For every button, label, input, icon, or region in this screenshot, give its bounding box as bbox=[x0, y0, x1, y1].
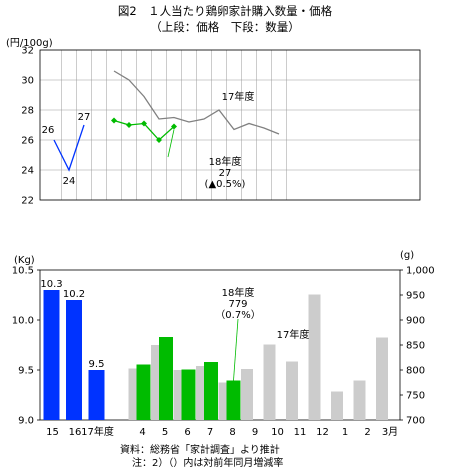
price-18-point bbox=[171, 123, 177, 130]
volume-x-tick-label: 12 bbox=[316, 427, 329, 438]
volume-right-tick-label: 1,000 bbox=[406, 266, 435, 277]
volume-x-tick-label: 1 bbox=[342, 427, 348, 438]
volume-17-bar bbox=[308, 294, 321, 420]
price-annual-value-label: 24 bbox=[63, 176, 76, 187]
volume-17-bar bbox=[376, 337, 388, 420]
volume-x-tick-label: 3月 bbox=[382, 426, 398, 438]
price-y-tick-label: 22 bbox=[21, 196, 34, 207]
volume-left-tick-label: 10.0 bbox=[12, 316, 34, 327]
volume-18-bar bbox=[181, 369, 196, 420]
volume-17-bar bbox=[286, 361, 298, 420]
price-y-tick-label: 26 bbox=[21, 136, 34, 147]
price-18-annotation: 18年度 bbox=[209, 155, 242, 168]
price-18-point bbox=[126, 122, 132, 128]
price-y-tick-label: 30 bbox=[21, 76, 34, 87]
volume-18-bar bbox=[226, 380, 241, 420]
volume-x-tick-label: 11 bbox=[294, 427, 307, 438]
volume-right-unit-label: (g) bbox=[400, 250, 414, 261]
volume-x-tick-label: 6 bbox=[184, 427, 190, 438]
volume-chart: 9.0 9.5 10.0 10.5 700 750 800 850 900 950 1,000 10.… bbox=[12, 266, 435, 439]
volume-x-tick-label: 16 bbox=[69, 427, 82, 438]
volume-x-tick-label: 9 bbox=[252, 427, 258, 438]
price-y-tick-label: 32 bbox=[21, 46, 34, 57]
volume-18-leader-line bbox=[233, 318, 239, 381]
volume-left-tick-label: 9.0 bbox=[18, 416, 34, 427]
volume-x-tick-label: 2 bbox=[364, 427, 370, 438]
volume-left-unit-label: (Kg) bbox=[14, 255, 35, 266]
price-18-point bbox=[111, 117, 117, 124]
volume-18-bar bbox=[136, 364, 151, 420]
price-18-annotation: (▲0.5%) bbox=[205, 179, 246, 190]
volume-17-bar bbox=[331, 391, 343, 420]
volume-17-bar bbox=[353, 380, 366, 420]
volume-x-tick-label: 7 bbox=[207, 427, 213, 438]
price-18-point bbox=[156, 137, 162, 143]
price-annual-line bbox=[53, 124, 85, 172]
volume-right-tick-label: 700 bbox=[406, 416, 425, 427]
chart-title-line2: （上段：価格 下段：数量） bbox=[150, 20, 300, 34]
volume-left-tick-label: 9.5 bbox=[18, 366, 34, 377]
volume-annual-bar bbox=[88, 370, 105, 420]
price-17-label: 17年度 bbox=[222, 90, 255, 103]
volume-right-tick-label: 800 bbox=[406, 366, 425, 377]
volume-annual-bar bbox=[43, 290, 60, 420]
volume-17-bar bbox=[241, 369, 253, 420]
price-unit-label: (円/100g) bbox=[6, 38, 53, 49]
price-18-leader-line bbox=[167, 129, 175, 158]
price-annual-value-label: 27 bbox=[78, 112, 91, 123]
volume-left-tick-label: 10.5 bbox=[12, 266, 34, 277]
volume-17-bar bbox=[263, 344, 276, 420]
price-18-point bbox=[141, 120, 147, 127]
volume-17-label: 17年度 bbox=[277, 328, 310, 341]
volume-18-annotation: （0.7%） bbox=[215, 309, 260, 321]
volume-right-tick-label: 850 bbox=[406, 341, 425, 352]
chart-title-line1: 図2 １人当たり鶏卵家計購入数量・価格 bbox=[118, 4, 333, 18]
footnote: 注：2）（）内は対前年同月増減率 bbox=[132, 456, 283, 469]
volume-annual-value-label: 9.5 bbox=[89, 359, 105, 370]
volume-annual-value-label: 10.3 bbox=[40, 279, 62, 290]
volume-x-tick-label: 4 bbox=[139, 427, 145, 438]
volume-x-tick-label: 8 bbox=[229, 427, 235, 438]
volume-right-tick-label: 900 bbox=[406, 316, 425, 327]
volume-right-tick-label: 750 bbox=[406, 391, 425, 402]
volume-18-bar bbox=[159, 337, 173, 420]
price-17-line bbox=[113, 70, 280, 135]
volume-18-annotation: 18年度 bbox=[222, 286, 255, 299]
volume-x-tick-label: 10 bbox=[271, 427, 284, 438]
volume-x-tick-label: 5 bbox=[162, 427, 168, 438]
source-note: 資料：総務省「家計調査」より推計 bbox=[120, 443, 280, 456]
price-y-tick-label: 28 bbox=[21, 106, 34, 117]
price-annual-value-label: 26 bbox=[42, 125, 55, 136]
price-plot-frame bbox=[39, 49, 421, 201]
volume-right-tick-label: 950 bbox=[406, 291, 425, 302]
volume-x-tick-label: 15 bbox=[46, 427, 59, 438]
price-18-annotation: 27 bbox=[219, 168, 232, 179]
volume-18-annotation: 779 bbox=[228, 299, 247, 310]
volume-18-bar bbox=[204, 362, 218, 420]
volume-x-tick-label: 17年度 bbox=[81, 425, 114, 438]
price-y-tick-label: 24 bbox=[21, 166, 34, 177]
volume-annual-bar bbox=[66, 300, 82, 420]
volume-annual-value-label: 10.2 bbox=[63, 289, 85, 300]
